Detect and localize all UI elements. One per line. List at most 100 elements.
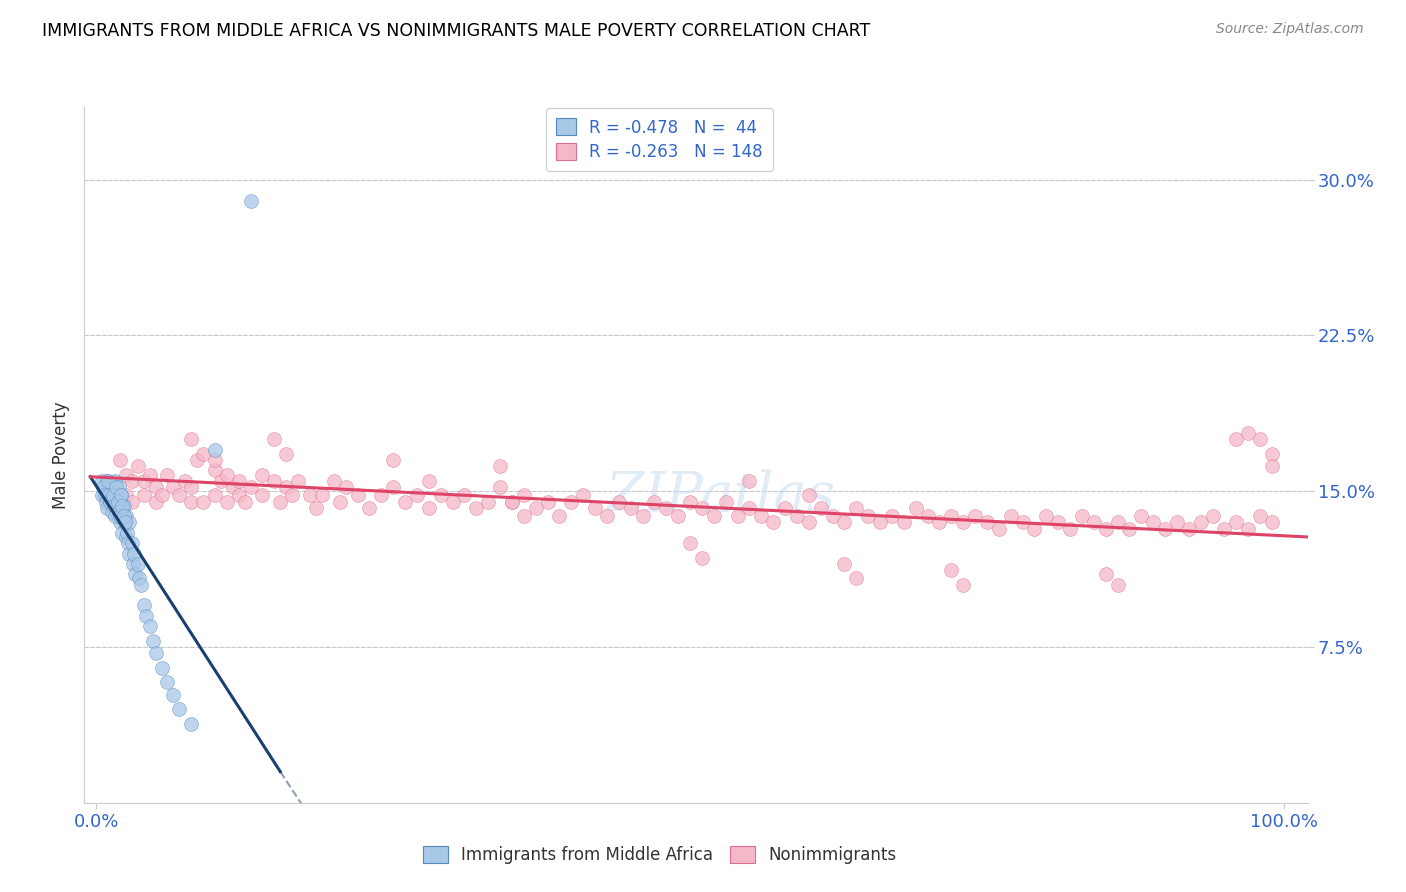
Point [810,500,832,515]
Point [880,509,903,524]
Point [1094,567,1116,582]
Point [786,509,808,524]
Point [162,480,184,494]
Point [111,505,134,519]
Point [110,488,132,502]
Point [204,488,226,502]
Point [91,488,114,502]
Point [631,509,654,524]
Point [941,563,963,577]
Point [101,488,124,502]
Point [150,488,173,502]
Point [524,500,547,515]
Point [1261,516,1284,530]
Point [893,516,915,530]
Point [1261,459,1284,474]
Point [1011,516,1033,530]
Point [252,467,274,482]
Point [453,488,475,502]
Point [131,578,153,592]
Point [138,467,160,482]
Point [1047,516,1070,530]
Point [572,488,595,502]
Point [1237,522,1260,536]
Point [115,525,138,540]
Point [1094,522,1116,536]
Point [104,509,127,524]
Point [1225,516,1247,530]
Point [620,500,643,515]
Point [928,516,950,530]
Point [382,480,405,494]
Point [749,509,772,524]
Point [132,474,155,488]
Point [145,646,167,660]
Point [204,463,226,477]
Point [703,509,725,524]
Point [263,474,285,488]
Text: ZIPatlas: ZIPatlas [606,469,835,524]
Point [1237,426,1260,441]
Point [666,509,689,524]
Point [1071,509,1094,524]
Point [1213,522,1236,536]
Point [107,509,129,524]
Point [834,557,856,571]
Text: Source: ZipAtlas.com: Source: ZipAtlas.com [1216,22,1364,37]
Point [191,447,214,461]
Point [1261,447,1284,461]
Point [110,488,132,502]
Point [560,494,582,508]
Point [127,459,149,474]
Point [513,509,536,524]
Point [394,494,416,508]
Point [97,484,120,499]
Point [94,494,117,508]
Point [228,474,250,488]
Point [305,500,328,515]
Point [156,675,179,690]
Point [465,500,488,515]
Point [963,509,986,524]
Point [281,488,304,502]
Point [215,494,238,508]
Point [180,433,202,447]
Point [228,488,250,502]
Point [1225,433,1247,447]
Point [215,467,238,482]
Point [209,474,232,488]
Point [174,474,197,488]
Point [489,459,512,474]
Point [93,488,115,502]
Point [536,494,558,508]
Point [239,194,262,208]
Point [117,536,139,550]
Point [162,688,184,702]
Point [107,505,129,519]
Point [869,516,891,530]
Point [287,474,309,488]
Point [406,488,429,502]
Point [128,572,150,586]
Point [773,500,796,515]
Point [100,480,122,494]
Point [856,509,879,524]
Point [122,547,145,561]
Point [132,488,155,502]
Point [322,474,344,488]
Point [418,500,440,515]
Point [204,442,226,457]
Point [418,474,440,488]
Point [655,500,678,515]
Point [104,474,127,488]
Point [834,516,856,530]
Point [103,499,125,513]
Point [1249,509,1271,524]
Point [138,619,160,633]
Point [501,494,523,508]
Point [1166,516,1188,530]
Point [115,530,138,544]
Point [1035,509,1057,524]
Point [501,494,523,508]
Point [1107,516,1129,530]
